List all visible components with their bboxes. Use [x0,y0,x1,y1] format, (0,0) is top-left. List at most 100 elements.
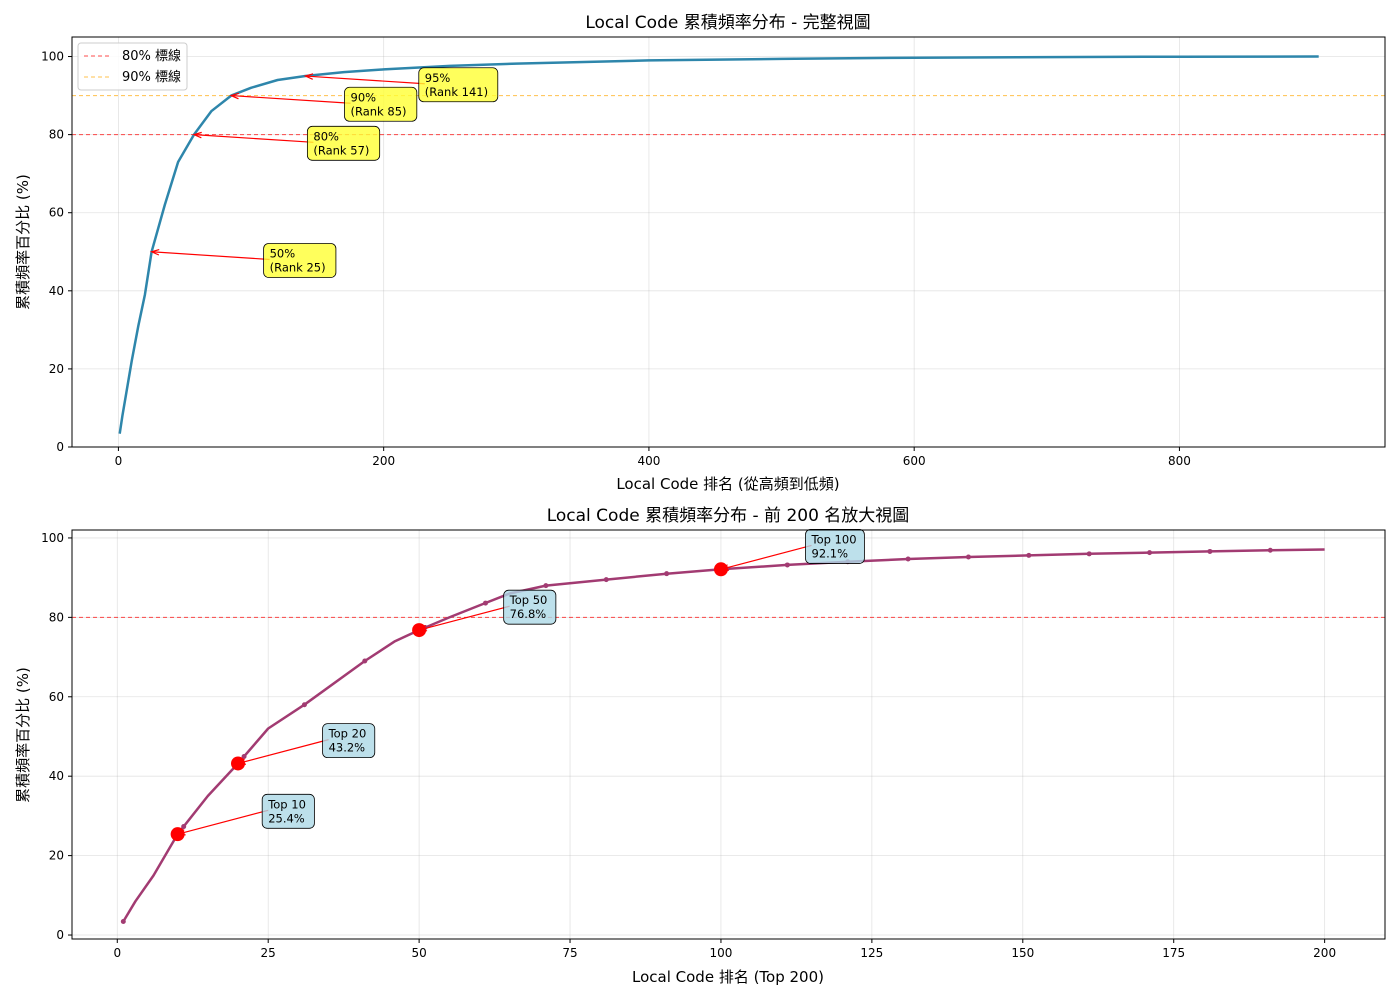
data-point [301,702,307,708]
annotation-line1: Top 100 [811,532,857,546]
annotation-line2: (Rank 57) [313,143,369,157]
annotation-arrowhead [719,564,729,571]
x-tick-label: 200 [1313,946,1336,960]
data-point [905,556,911,562]
data-point [483,600,489,606]
annotation-box [805,529,865,564]
plot-frame [71,529,1386,940]
data-point [1086,551,1092,557]
annotation-line1: 50% [270,246,296,260]
y-tick-label: 20 [49,849,64,863]
annotation: 50%(Rank 25) [149,243,337,278]
x-tick-label: 100 [710,946,733,960]
annotation-arrow [151,251,270,261]
annotation-arrowhead [417,625,428,632]
annotation-box [503,589,557,625]
annotation-line2: 25.4% [268,811,305,825]
legend-box [77,42,188,91]
annotation: 90%(Rank 85) [229,86,418,122]
chart-title: Local Code 累積頻率分布 - 前 200 名放大視圖 [547,506,910,526]
x-tick-label: 50 [411,946,426,960]
legend-label-80: 80% 標線 [122,48,181,64]
annotation-arrowhead [175,829,186,836]
data-point [362,658,368,664]
x-tick-label: 200 [372,454,395,468]
annotation-arrowhead [303,73,314,80]
y-tick-label: 40 [49,769,64,783]
annotation-line1: 90% [351,90,377,104]
annotation-box [344,86,418,122]
data-point [120,919,126,925]
annotation-arrow [193,134,314,143]
x-tick-label: 600 [903,454,926,468]
annotation-line1: Top 10 [267,797,306,811]
data-point [543,583,549,589]
x-tick-label: 0 [113,946,121,960]
axis-ticks: 0 25 50 75 100 125 150 175 200 0 20 40 60 80 100 [41,531,1336,960]
annotation-arrow [720,544,812,570]
x-tick-label: 125 [860,946,883,960]
annotation-line1: 80% [313,129,339,143]
data-point [784,562,790,568]
y-tick-label: 40 [49,284,64,298]
data-point [181,824,187,830]
x-tick-label: 75 [562,946,577,960]
series [118,55,1319,434]
annotation-box [322,723,376,759]
chart-top200-view: Local Code 累積頻率分布 - 前 200 名放大視圖 Local Co… [14,506,1386,986]
y-tick-label: 0 [56,928,64,942]
series-line-top200 [122,548,1325,923]
legend: 80% 標線 90% 標線 [77,42,188,91]
x-tick-label: 150 [1011,946,1034,960]
data-point [241,753,247,759]
data-point [1026,552,1032,558]
annotation-line1: Top 50 [509,593,548,607]
annotation: 80%(Rank 57) [192,125,381,161]
annotation-line1: 95% [425,71,451,85]
annotation-arrow [305,75,425,85]
x-axis-label: Local Code 排名 (從高頻到低頻) [616,475,839,493]
annotation-line2: 76.8% [510,607,547,621]
y-tick-label: 80 [49,610,64,624]
y-tick-label: 100 [41,531,64,545]
series [120,547,1325,925]
annotation-arrowhead [149,248,160,256]
y-tick-label: 0 [56,440,64,454]
data-point [1267,547,1273,553]
y-tick-label: 20 [49,362,64,376]
annotation-arrow [237,739,329,765]
chart-full-view: Local Code 累積頻率分布 - 完整視圖 Local Code 排名 (… [14,13,1386,493]
annotation-line2: 43.2% [329,741,366,755]
annotation-line2: (Rank 85) [351,104,407,118]
y-tick-label: 100 [41,50,64,64]
y-tick-label: 80 [49,128,64,142]
data-point [965,554,971,560]
annotation-arrow [177,809,269,835]
chart-title: Local Code 累積頻率分布 - 完整視圖 [585,13,870,33]
annotation-arrowhead [192,131,202,139]
annotation-line2: 92.1% [812,546,849,560]
annotation-arrowhead [229,92,239,100]
annotation: 95%(Rank 141) [303,67,499,103]
x-tick-label: 175 [1162,946,1185,960]
data-point [664,571,670,577]
annotation-line2: (Rank 25) [270,260,326,274]
annotation-arrow [418,605,510,631]
annotation-line2: (Rank 141) [425,85,488,99]
plot-frame [71,36,1386,448]
reference-lines [72,95,1385,136]
annotation-line1: Top 20 [328,727,367,741]
x-tick-label: 25 [261,946,276,960]
annotation-arrow [231,94,351,104]
annotations: 50%(Rank 25)80%(Rank 57)90%(Rank 85)95%(… [149,67,499,278]
x-tick-label: 800 [1168,454,1191,468]
data-point [1147,550,1153,556]
annotation-arrowhead [236,758,247,765]
x-axis-label: Local Code 排名 (Top 200) [632,968,824,986]
